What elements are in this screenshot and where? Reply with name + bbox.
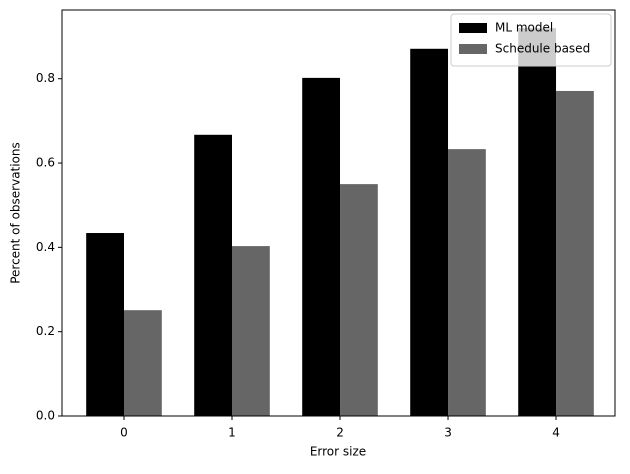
legend-label: ML model <box>495 21 553 35</box>
y-tick-label: 0.4 <box>36 240 55 254</box>
legend-swatch <box>459 44 487 54</box>
x-tick-label: 0 <box>120 426 128 440</box>
x-tick-label: 3 <box>444 426 452 440</box>
bar <box>86 233 124 416</box>
x-tick-label: 1 <box>228 426 236 440</box>
y-tick-label: 0.8 <box>36 71 55 85</box>
legend-label: Schedule based <box>495 42 590 56</box>
legend-box <box>450 13 612 67</box>
bar <box>340 184 378 416</box>
x-tick-label: 4 <box>552 426 560 440</box>
y-tick-label: 0.0 <box>36 409 55 423</box>
bar <box>123 310 162 416</box>
y-tick-label: 0.6 <box>36 156 55 170</box>
x-tick-label: 2 <box>336 426 344 440</box>
plot-frame <box>61 9 616 417</box>
bar <box>410 48 449 417</box>
bar <box>518 28 557 417</box>
bar <box>302 77 341 416</box>
x-axis-label: Error size <box>310 445 366 459</box>
bar <box>194 134 233 417</box>
legend-swatch <box>459 23 487 33</box>
bar <box>448 149 486 416</box>
bar <box>232 246 270 416</box>
y-axis-label: Percent of observations <box>9 142 23 284</box>
bar <box>556 90 594 417</box>
y-tick-label: 0.2 <box>36 324 55 338</box>
